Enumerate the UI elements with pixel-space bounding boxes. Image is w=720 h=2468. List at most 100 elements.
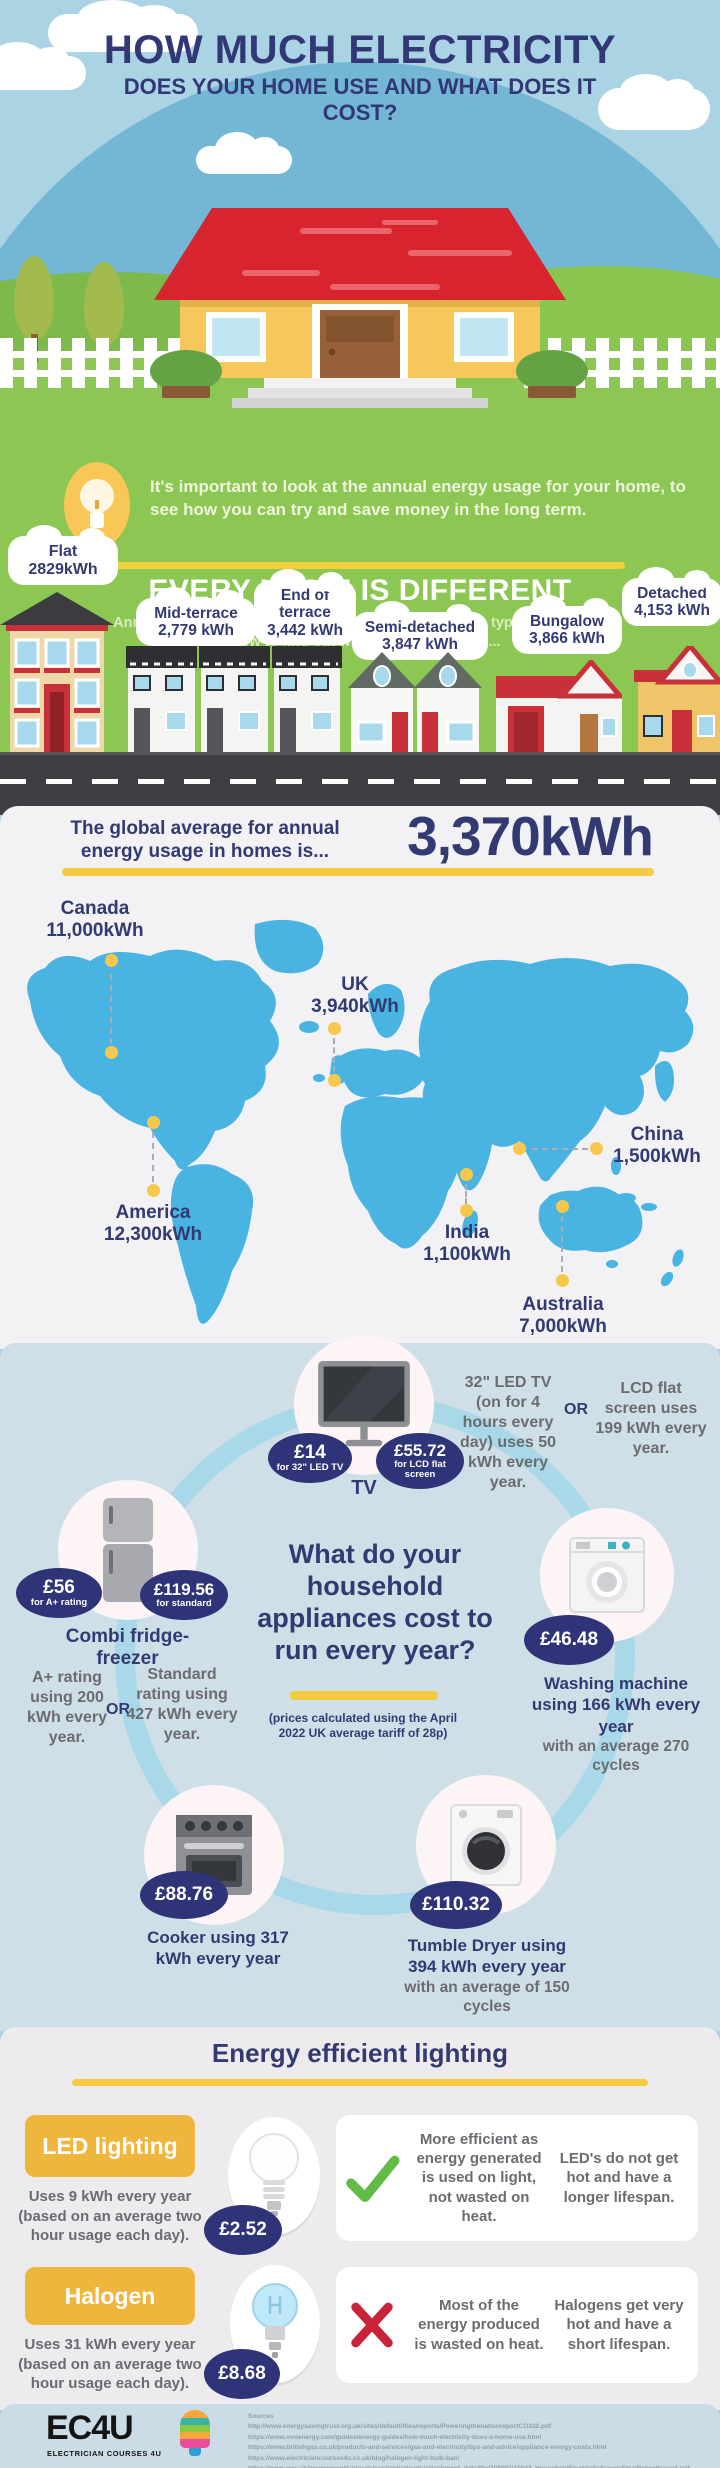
fridge-option2-text: Standard rating using 427 kWh every year… (126, 1666, 238, 1743)
price-caption: for standard (156, 1598, 212, 1610)
cross-icon (336, 2297, 408, 2353)
house-type-label-end-of-terrace: End of terrace 3,442 kWh (254, 568, 356, 646)
halogen-chip: Halogen (25, 2267, 195, 2325)
price: £46.48 (539, 1629, 599, 1651)
cloud-icon (598, 74, 710, 130)
house-type-label-flat: Flat 2829kWh (8, 525, 118, 585)
dashed-connector (561, 1216, 563, 1272)
price-badge-tumble-dryer: £110.32 (410, 1881, 502, 1929)
country-value: 7,000kWh (519, 1316, 607, 1338)
lighting-section: Energy efficient lighting LED lighting U… (0, 2027, 720, 2410)
semi-detached-houses-illustration (348, 652, 482, 752)
page-subtitle: DOES YOUR HOME USE AND WHAT DOES IT COST… (123, 74, 597, 126)
appliance-label-bold: Cooker using 317 kWh every year (147, 1928, 289, 1969)
fridge-option1-text: A+ rating using 200 kWh every year. (26, 1669, 108, 1746)
house-type-name: Bungalow (529, 613, 605, 630)
country-value: 12,300kWh (103, 1224, 203, 1246)
price-badge-led: £2.52 (204, 2205, 282, 2255)
map-marker-icon (460, 1204, 473, 1217)
price-badge-halogen: £8.68 (204, 2349, 280, 2399)
tv-option1-text: 32" LED TV (on for 4 hours every day) us… (459, 1374, 557, 1491)
price: £56 (43, 1576, 75, 1598)
road-illustration (0, 752, 720, 815)
cloud-icon (196, 132, 292, 174)
dashed-connector (110, 974, 112, 1044)
price: £14 (294, 1441, 326, 1463)
house-illustration (154, 208, 566, 408)
ec4u-logo-subtitle: ELECTRICIAN COURSES 4U (47, 2449, 162, 2458)
ec4u-logo[interactable]: EC4U (46, 2409, 134, 2447)
tv-circle (294, 1335, 434, 1475)
yellow-divider (95, 562, 625, 569)
ec4u-bulb-icon (180, 2410, 210, 2456)
cloud-icon (48, 0, 198, 52)
house-type-name: End of terrace (279, 587, 331, 622)
planter (162, 386, 210, 398)
country-label-uk: UK 3,940kWh (298, 974, 412, 1019)
map-marker-icon (460, 1168, 473, 1181)
washing-machine-label: Washing machine using 166 kWh every year… (520, 1673, 712, 1776)
country-name: Australia (522, 1294, 604, 1315)
washing-machine-icon (569, 1537, 645, 1613)
led-point1: More efficient as energy generated is us… (416, 2131, 542, 2225)
source-link[interactable]: https://www.electriciancourses4u.co.uk/b… (248, 2454, 460, 2462)
halogen-usage-text: Uses 31 kWh every year (based on an aver… (18, 2336, 202, 2392)
source-link[interactable]: https://www.ovoenergy.com/guides/energy-… (248, 2433, 542, 2441)
or-text: OR (564, 1401, 588, 1418)
map-marker-icon (513, 1142, 526, 1155)
detached-house-illustration (634, 646, 720, 752)
house-type-label-detached: Detached 4,153 kWh (622, 567, 720, 626)
house-type-name: Detached (637, 585, 707, 602)
source-link[interactable]: http://www.energysavingtrust.org.uk/site… (248, 2423, 552, 2431)
led-benefits-card: More efficient as energy generated is us… (336, 2115, 698, 2241)
source-link[interactable]: https://www.gov.uk/government/uploads/sy… (248, 2464, 708, 2468)
price-caption: for 32" LED TV (276, 1462, 344, 1474)
appliances-note: (prices calculated using the April 2022 … (268, 1711, 458, 1740)
country-name: India (444, 1222, 490, 1243)
appliance-label-bold: Tumble Dryer using 394 kWh every year (407, 1936, 567, 1977)
house-type-name: Semi-detached (364, 619, 476, 636)
price-badge-fridge-standard: £119.56 for standard (140, 1570, 228, 1620)
terraced-houses-illustration (126, 646, 342, 752)
price-badge-cooker: £88.76 (140, 1871, 228, 1919)
country-value: 1,100kWh (423, 1244, 511, 1266)
global-average-section: The global average for annual energy usa… (0, 805, 720, 1349)
intro-text: It's important to look at the annual ene… (150, 477, 686, 519)
house-type-name: Mid-terrace (154, 605, 238, 622)
sources-list: Sources http://www.energysavingtrust.org… (248, 2412, 708, 2468)
appliance-label-bold: Washing machine using 166 kWh every year (531, 1674, 701, 1736)
footer: EC4U ELECTRICIAN COURSES 4U Sources http… (0, 2404, 720, 2468)
tumble-dryer-circle (416, 1775, 556, 1915)
map-marker-icon (328, 1022, 341, 1035)
house-type-value: 3,442 kWh (267, 621, 343, 639)
country-label-china: China 1,500kWh (598, 1124, 716, 1169)
house-type-value: 4,153 kWh (634, 602, 710, 620)
dashed-connector (333, 1038, 335, 1072)
price: £110.32 (422, 1894, 490, 1916)
country-value: 11,000kWh (46, 920, 144, 942)
house-type-label-bungalow: Bungalow 3,866 kWh (512, 595, 622, 654)
price: £88.76 (154, 1884, 214, 1906)
price: £119.56 (153, 1579, 215, 1599)
halogen-point1: Most of the energy produced is wasted on… (414, 2297, 544, 2353)
led-lighting-chip: LED lighting (25, 2115, 195, 2177)
price-badge-tv-lcd: £55.72 for LCD flat screen (376, 1433, 464, 1489)
country-label-america: America 12,300kWh (70, 1202, 236, 1247)
tree-icon (14, 256, 54, 340)
hero-section: HOW MUCH ELECTRICITY DOES YOUR HOME USE … (0, 0, 720, 752)
house-type-value: 2,779 kWh (158, 622, 234, 640)
house-type-name: Flat (48, 543, 78, 560)
world-map (27, 919, 694, 1324)
price-badge-washing-machine: £46.48 (524, 1615, 614, 1665)
halogen-point2: Halogens get very hot and have a short l… (554, 2297, 684, 2353)
map-marker-icon (328, 1074, 341, 1087)
price-badge-tv-led: £14 for 32" LED TV (268, 1433, 352, 1483)
source-link[interactable]: https://www.britishgas.co.uk/products-an… (248, 2444, 607, 2452)
lighting-heading: Energy efficient lighting (211, 2038, 509, 2068)
tree-icon (84, 262, 124, 346)
page-title: HOW MUCH ELECTRICITY (103, 28, 617, 72)
map-marker-icon (556, 1274, 569, 1287)
led-point2: LED's do not get hot and have a longer l… (559, 2150, 679, 2206)
appliance-label-rest: with an average 270 cycles (542, 1737, 690, 1775)
